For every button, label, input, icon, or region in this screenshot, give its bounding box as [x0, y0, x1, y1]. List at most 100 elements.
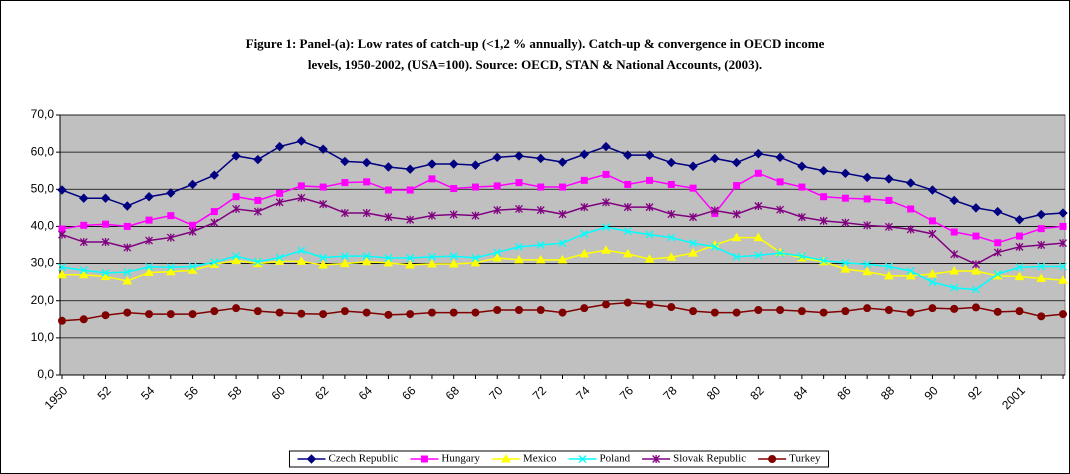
marker	[689, 213, 698, 222]
marker	[971, 303, 980, 312]
marker	[123, 308, 132, 317]
marker	[905, 178, 916, 188]
marker	[232, 193, 240, 201]
marker	[862, 172, 872, 183]
marker	[884, 306, 893, 314]
marker	[144, 267, 154, 276]
marker	[188, 262, 197, 271]
marker	[383, 162, 394, 172]
marker	[710, 206, 719, 215]
marker	[449, 210, 458, 219]
legend: Czech Republic Hungary Mexico Poland Slovak …	[288, 450, 830, 468]
marker	[1015, 232, 1023, 240]
marker	[993, 206, 1003, 217]
marker	[1059, 222, 1067, 230]
marker	[710, 242, 719, 251]
marker	[1059, 262, 1067, 271]
marker	[427, 258, 437, 268]
marker	[405, 260, 416, 269]
marker	[144, 192, 154, 202]
marker	[558, 210, 567, 219]
marker	[689, 184, 697, 192]
marker	[145, 236, 154, 245]
marker	[578, 455, 587, 463]
marker	[841, 194, 849, 202]
marker	[819, 216, 828, 225]
marker	[928, 217, 936, 225]
marker	[58, 263, 66, 272]
marker	[362, 308, 371, 317]
marker	[768, 455, 777, 463]
marker	[253, 154, 263, 165]
y-tick-label: 50,0	[31, 181, 55, 195]
marker	[448, 159, 459, 169]
legend-item: Turkey	[758, 453, 821, 465]
marker	[993, 307, 1002, 316]
marker	[100, 193, 111, 203]
marker	[776, 205, 785, 214]
marker	[318, 144, 328, 154]
marker	[492, 252, 503, 262]
marker	[166, 188, 176, 198]
marker	[688, 161, 698, 171]
marker	[579, 149, 589, 160]
marker	[537, 183, 545, 191]
marker	[210, 307, 219, 316]
marker	[623, 203, 632, 212]
marker	[57, 269, 67, 279]
marker	[514, 306, 523, 314]
marker	[165, 266, 176, 276]
marker	[145, 216, 153, 224]
marker	[405, 164, 415, 174]
marker	[971, 265, 981, 275]
marker	[167, 212, 175, 220]
marker	[297, 246, 306, 255]
marker	[710, 153, 720, 164]
marker	[340, 209, 349, 218]
marker	[406, 215, 415, 224]
legend-box	[288, 450, 830, 468]
marker	[993, 248, 1002, 257]
marker	[754, 169, 762, 177]
marker	[907, 205, 915, 213]
marker	[362, 252, 371, 261]
marker	[254, 196, 262, 204]
marker	[57, 185, 67, 195]
marker	[493, 306, 502, 314]
marker	[906, 267, 915, 275]
marker	[450, 185, 458, 193]
marker	[340, 156, 350, 167]
marker	[797, 252, 806, 261]
marker	[383, 257, 394, 267]
legend-item: Mexico	[491, 453, 557, 465]
marker	[667, 180, 675, 188]
plot-area	[59, 114, 1066, 376]
marker	[318, 260, 328, 269]
marker	[905, 270, 916, 280]
marker	[580, 203, 589, 212]
marker	[557, 254, 568, 264]
marker	[406, 310, 415, 319]
marker	[427, 252, 436, 261]
marker	[209, 170, 220, 180]
marker	[536, 241, 545, 249]
marker	[863, 304, 872, 313]
marker	[297, 182, 305, 190]
marker	[515, 179, 523, 187]
legend-label: Slovak Republic	[673, 453, 746, 465]
marker	[188, 310, 197, 319]
marker	[602, 170, 610, 178]
marker	[1015, 242, 1024, 251]
y-tick-label: 10,0	[31, 330, 55, 344]
marker	[420, 455, 428, 463]
marker	[688, 248, 698, 257]
marker	[754, 251, 763, 260]
y-tick-label: 40,0	[31, 219, 55, 233]
marker	[187, 179, 198, 190]
marker	[776, 249, 785, 258]
marker	[231, 255, 241, 265]
marker	[319, 253, 328, 262]
marker	[493, 206, 502, 215]
marker	[949, 195, 959, 206]
